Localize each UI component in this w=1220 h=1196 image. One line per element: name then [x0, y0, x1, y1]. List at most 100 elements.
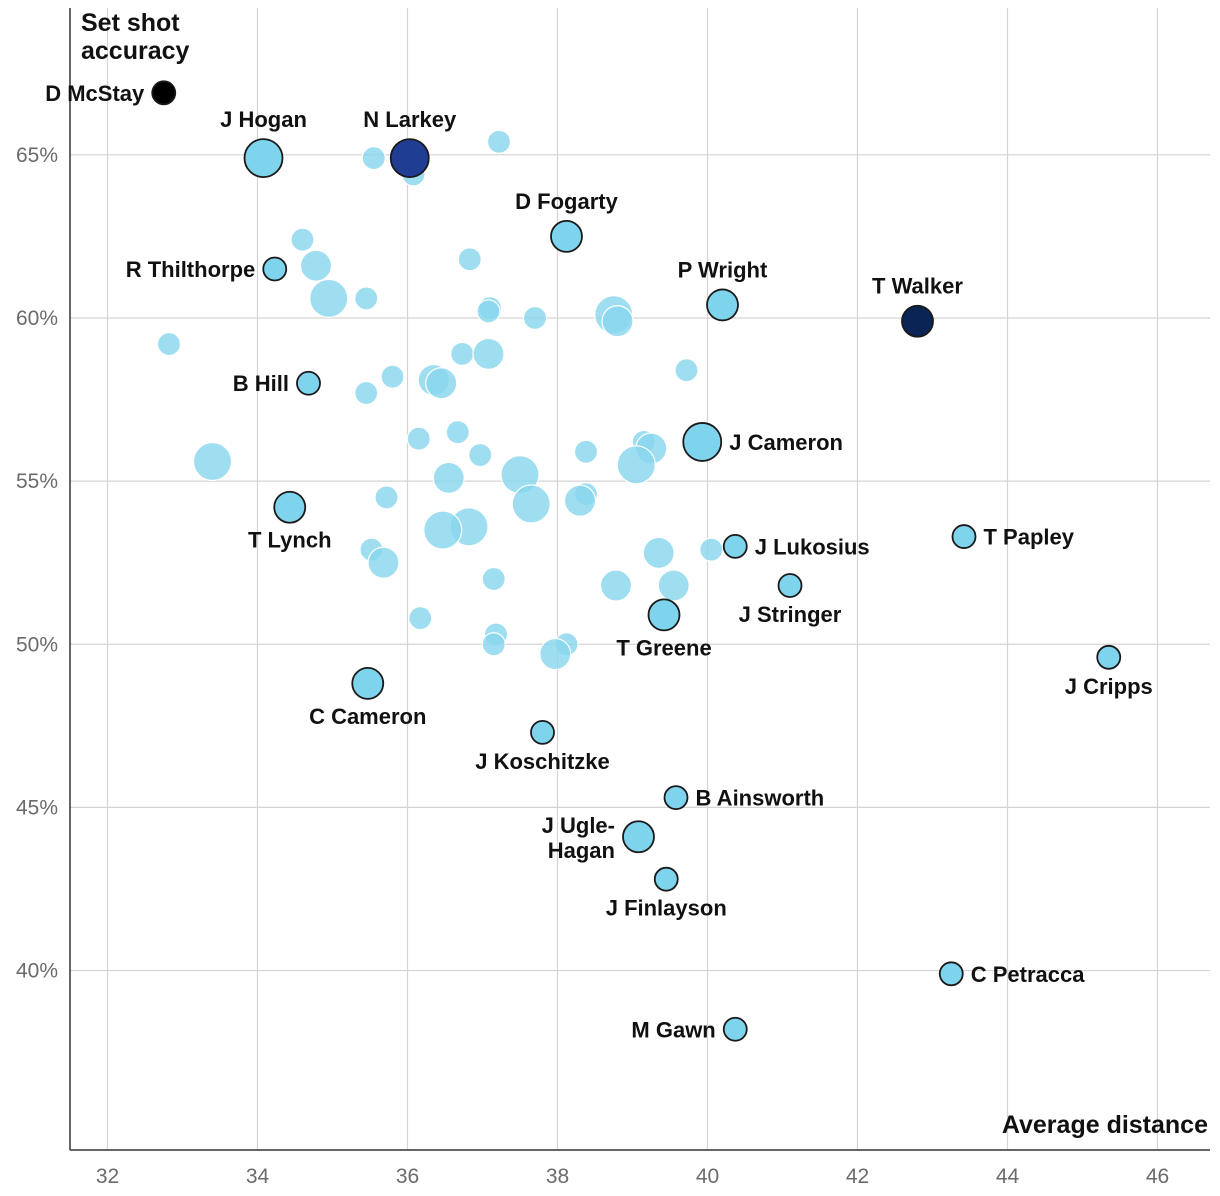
player-label-line: C Cameron: [309, 704, 426, 729]
player-point: [273, 490, 307, 524]
player-label: J Cripps: [1065, 674, 1153, 699]
player-label-line: J Ugle-: [542, 813, 615, 838]
player-label: M Gawn: [631, 1017, 715, 1042]
data-point: [425, 367, 458, 400]
player-label-line: J Stringer: [739, 602, 842, 627]
player-label-line: P Wright: [678, 257, 768, 282]
player-label: B Ainsworth: [696, 786, 825, 811]
player-labels: D McStay J Hogan N Larkey D Fogarty R Thilth…: [45, 81, 1153, 1042]
player-point: [262, 256, 288, 282]
data-point: [481, 566, 506, 592]
player-point: [389, 138, 430, 178]
data-point: [423, 510, 463, 550]
player-label: J Hogan: [220, 107, 307, 132]
data-point: [563, 484, 597, 517]
y-axis-title-line: Set shot: [81, 9, 180, 37]
data-point: [367, 546, 400, 579]
player-label: J Cameron: [729, 430, 843, 455]
player-label-line: D Fogarty: [515, 189, 618, 214]
data-point: [573, 439, 599, 464]
player-label-line: T Papley: [984, 525, 1075, 550]
data-point: [361, 145, 386, 171]
player-label-line: J Lukosius: [755, 534, 870, 559]
x-tick-label: 32: [96, 1165, 119, 1188]
data-point: [476, 299, 501, 324]
player-label: J Stringer: [739, 602, 842, 627]
player-point: [550, 219, 583, 253]
player-label-line: T Greene: [616, 635, 711, 660]
x-tick-label: 36: [396, 1165, 419, 1188]
player-point: [722, 533, 748, 559]
y-tick-label: 55%: [16, 470, 58, 493]
player-label-line: J Finlayson: [606, 896, 727, 921]
player-label-line: M Gawn: [631, 1017, 715, 1042]
data-point: [468, 442, 493, 468]
x-tick-label: 40: [696, 1165, 719, 1188]
player-label: C Cameron: [309, 704, 426, 729]
player-label: T Papley: [984, 525, 1075, 550]
x-gridlines: [106, 8, 1159, 1150]
data-point: [599, 569, 633, 602]
x-tick-label: 34: [246, 1165, 270, 1188]
x-axis-title: Average distance: [1002, 1111, 1208, 1139]
player-label: B Hill: [233, 371, 289, 396]
player-point: [1096, 644, 1122, 670]
player-label-line: Hagan: [548, 838, 615, 863]
player-label-line: B Ainsworth: [696, 786, 825, 811]
player-point: [777, 573, 803, 598]
player-label-line: J Hogan: [220, 107, 307, 132]
data-point: [616, 445, 656, 485]
data-point: [374, 485, 399, 510]
data-point: [354, 380, 379, 406]
data-point: [192, 441, 233, 482]
y-tick-label: 40%: [16, 960, 58, 983]
y-tick-labels: 40% 45% 50% 55% 60% 65%: [16, 144, 58, 983]
data-point: [309, 278, 349, 318]
player-point: [530, 719, 555, 745]
data-point: [450, 341, 475, 366]
data-point: [408, 606, 433, 631]
player-label-line: J Cripps: [1065, 674, 1153, 699]
player-label-line: B Hill: [233, 371, 289, 396]
player-label: D McStay: [45, 81, 145, 106]
y-tick-label: 50%: [16, 633, 58, 656]
data-point: [380, 364, 405, 389]
background-points: [156, 129, 724, 671]
player-point: [901, 304, 934, 338]
player-label: R Thilthorpe: [126, 257, 256, 282]
x-tick-labels: 32 34 36 38 40 42 44 46: [96, 1165, 1169, 1188]
player-point: [151, 80, 177, 106]
player-label-line: J Cameron: [729, 430, 843, 455]
data-point: [457, 247, 482, 272]
player-label-line: D McStay: [45, 81, 145, 106]
data-point: [406, 426, 431, 451]
data-point: [299, 249, 333, 282]
player-label: J Ugle-Hagan: [542, 813, 615, 863]
data-point: [354, 286, 379, 311]
player-point: [622, 820, 655, 854]
player-label-line: J Koschitzke: [475, 749, 610, 774]
player-point: [682, 422, 723, 462]
player-label: T Greene: [616, 635, 711, 660]
highlighted-points: [151, 80, 1122, 1042]
data-point: [472, 337, 505, 370]
data-point: [445, 420, 470, 445]
data-point: [156, 331, 182, 357]
data-point: [657, 569, 690, 602]
player-label: D Fogarty: [515, 189, 618, 214]
player-label: P Wright: [678, 257, 768, 282]
x-tick-label: 46: [1146, 1165, 1169, 1188]
data-point: [290, 227, 315, 252]
player-label: N Larkey: [363, 107, 457, 132]
player-point: [951, 524, 977, 549]
player-point: [647, 598, 681, 632]
data-point: [481, 632, 506, 657]
player-label: J Koschitzke: [475, 749, 610, 774]
player-point: [296, 370, 321, 396]
player-point: [243, 138, 284, 178]
y-tick-label: 45%: [16, 796, 58, 819]
player-point: [663, 785, 689, 811]
data-point: [674, 358, 699, 383]
y-tick-label: 65%: [16, 144, 58, 167]
data-point: [642, 536, 675, 569]
